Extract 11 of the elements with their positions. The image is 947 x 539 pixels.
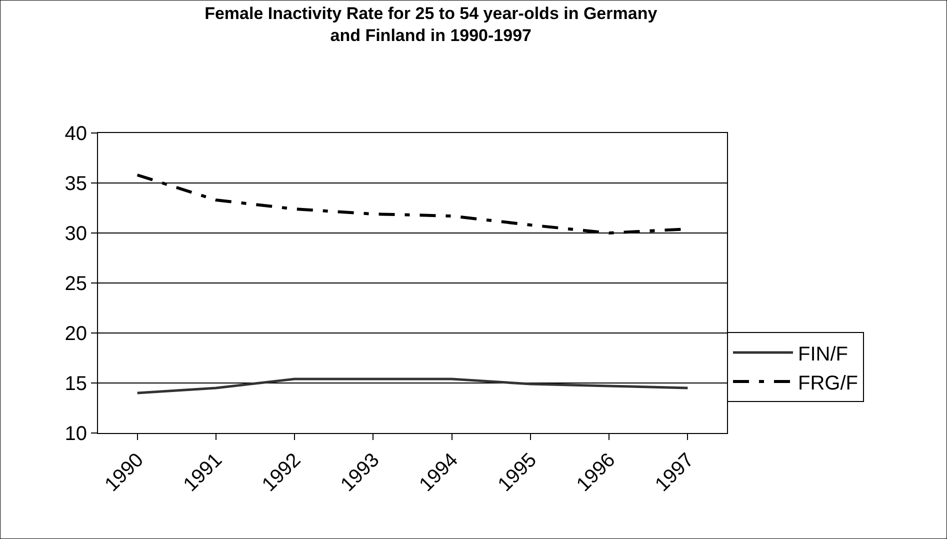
chart-title: Female Inactivity Rate for 25 to 54 year-olds in Germany and Finland in 1990-1997 xyxy=(204,4,658,45)
legend-label: FRG/F xyxy=(798,372,858,394)
y-tick-label: 15 xyxy=(64,373,87,395)
y-tick-label: 35 xyxy=(64,173,87,195)
y-tick-label: 30 xyxy=(64,223,87,245)
line-series xyxy=(136,378,689,394)
y-tick-label: 40 xyxy=(64,123,87,145)
y-tick-label: 25 xyxy=(64,273,87,295)
y-tick-label: 10 xyxy=(64,423,87,445)
y-tick-label: 20 xyxy=(64,323,87,345)
legend-label: FIN/F xyxy=(798,343,848,366)
